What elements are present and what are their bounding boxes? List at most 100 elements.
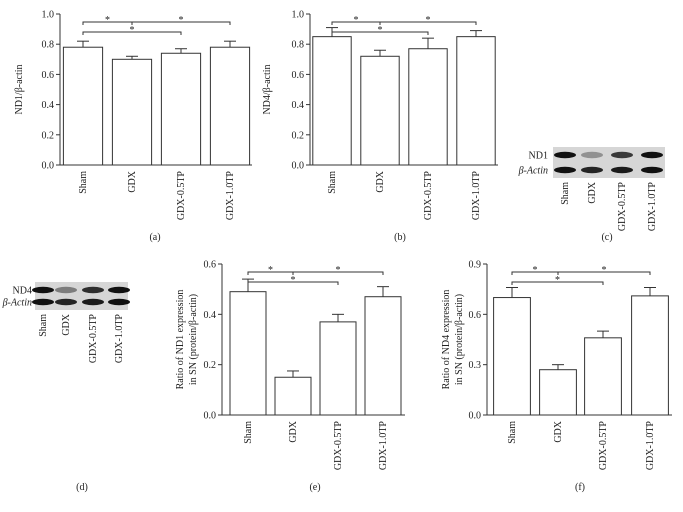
error-bar bbox=[374, 49, 386, 57]
blot-band bbox=[108, 286, 130, 294]
y-tick-label: 1.0 bbox=[292, 10, 305, 21]
x-tick-label: GDX-0.5TP bbox=[423, 171, 434, 221]
error-bar bbox=[377, 286, 389, 297]
y-axis-label: ND4/β-actin bbox=[262, 64, 273, 114]
y-tick-label: 0.8 bbox=[42, 40, 55, 51]
bar bbox=[274, 376, 312, 416]
significance-bracket: * bbox=[247, 275, 339, 286]
error-bar bbox=[175, 48, 187, 54]
significance-label: * bbox=[354, 15, 359, 26]
significance-bracket: * bbox=[247, 265, 294, 276]
significance-bracket: * bbox=[292, 265, 384, 276]
error-bar bbox=[470, 30, 482, 37]
error-bar bbox=[506, 286, 518, 298]
blot-background bbox=[35, 282, 128, 310]
error-bar bbox=[224, 40, 236, 48]
bar-chart: 0.0 0.2 0.4 0.6 0.8 1.0 ND1/β-actin Sham GDX GDX-… bbox=[14, 10, 252, 243]
blot-band bbox=[55, 298, 77, 306]
blot-band bbox=[581, 151, 603, 159]
x-tick-label: GDX-0.5TP bbox=[333, 421, 344, 471]
y-tick-label: 0.4 bbox=[204, 310, 217, 321]
blot-band bbox=[32, 298, 54, 306]
bar bbox=[539, 369, 577, 416]
y-tick-label: 0.4 bbox=[292, 100, 305, 111]
blot-band bbox=[554, 151, 576, 159]
lane-label: GDX bbox=[61, 313, 72, 335]
significance-bracket: * bbox=[557, 265, 651, 276]
significance-label: * bbox=[268, 265, 273, 276]
y-axis-label: Ratio of ND4 expression bbox=[441, 290, 452, 390]
y-axis-label: Ratio of ND1 expression bbox=[175, 290, 186, 390]
bracket-line bbox=[247, 281, 339, 285]
y-tick-label: 0.3 bbox=[469, 360, 482, 371]
bar bbox=[312, 36, 352, 166]
bar bbox=[631, 295, 669, 416]
error-bar bbox=[644, 286, 656, 296]
bar-chart: 0.0 0.3 0.6 0.9 Ratio of ND4 expression in SN… bbox=[441, 260, 672, 493]
y-tick-label: 0.6 bbox=[42, 70, 55, 81]
x-tick-label: GDX-0.5TP bbox=[176, 171, 187, 221]
y-tick-label: 0.4 bbox=[42, 100, 55, 111]
y-tick-label: 0.6 bbox=[292, 70, 305, 81]
lane-label: GDX bbox=[587, 181, 598, 203]
panel-label: (c) bbox=[601, 232, 612, 243]
x-tick-label: GDX bbox=[127, 170, 138, 192]
blot-band bbox=[82, 298, 104, 306]
bar bbox=[408, 48, 448, 166]
bracket-line bbox=[557, 271, 651, 275]
blot-band bbox=[611, 151, 633, 159]
bracket-line bbox=[292, 271, 384, 275]
error-bar bbox=[242, 278, 254, 292]
significance-label: * bbox=[336, 265, 341, 276]
bar bbox=[111, 58, 153, 166]
error-bar bbox=[332, 313, 344, 322]
bracket-line bbox=[511, 281, 604, 285]
bar bbox=[364, 296, 402, 416]
blot-band bbox=[641, 151, 663, 159]
error-bar bbox=[552, 364, 564, 370]
bar-chart: 0.0 0.2 0.4 0.6 Ratio of ND1 expression in SN… bbox=[175, 260, 405, 493]
y-tick-label: 0.6 bbox=[469, 310, 482, 321]
significance-label: * bbox=[179, 15, 184, 26]
bar bbox=[319, 321, 357, 416]
significance-label: * bbox=[426, 15, 431, 26]
y-tick-label: 1.0 bbox=[42, 10, 55, 21]
lane-label: GDX-0.5TP bbox=[617, 182, 628, 232]
lane-label: Sham bbox=[38, 314, 49, 337]
x-tick-label: GDX bbox=[375, 170, 386, 192]
y-tick-label: 0.9 bbox=[469, 260, 482, 271]
blot-band bbox=[82, 286, 104, 294]
panel-label: (b) bbox=[394, 232, 406, 243]
x-tick-label: GDX-1.0TP bbox=[471, 171, 482, 221]
y-tick-label: 0.2 bbox=[204, 360, 217, 371]
bar-chart: 0.0 0.2 0.4 0.6 0.8 1.0 ND4/β-actin Sham GDX GDX-… bbox=[262, 10, 498, 243]
y-tick-label: 0.0 bbox=[292, 161, 305, 172]
row-label: ND1 bbox=[529, 151, 548, 162]
panel-label: (d) bbox=[76, 482, 88, 493]
y-axis-label: ND1/β-actin bbox=[14, 64, 25, 114]
blot-band bbox=[641, 166, 663, 174]
y-axis-label: in SN (protein/β-actin) bbox=[188, 294, 199, 385]
significance-bracket: * bbox=[331, 15, 381, 26]
bar bbox=[360, 55, 400, 166]
significance-label: * bbox=[130, 25, 135, 36]
lane-label: GDX-0.5TP bbox=[88, 314, 99, 364]
significance-bracket: * bbox=[131, 15, 231, 26]
blot-band bbox=[554, 166, 576, 174]
bracket-line bbox=[82, 31, 182, 35]
blot-band bbox=[108, 298, 130, 306]
bar bbox=[456, 36, 496, 166]
significance-bracket: * bbox=[511, 265, 559, 276]
error-bar bbox=[77, 40, 89, 48]
lane-label: Sham bbox=[560, 182, 571, 205]
x-tick-label: Sham bbox=[243, 421, 254, 444]
bracket-line bbox=[331, 31, 429, 35]
significance-label: * bbox=[533, 265, 538, 276]
x-tick-label: Sham bbox=[78, 171, 89, 194]
row-label: β-Actin bbox=[518, 166, 548, 177]
x-tick-label: GDX-1.0TP bbox=[378, 421, 389, 471]
panel-label: (f) bbox=[575, 482, 585, 493]
blot-band bbox=[581, 166, 603, 174]
error-bar bbox=[597, 330, 609, 338]
